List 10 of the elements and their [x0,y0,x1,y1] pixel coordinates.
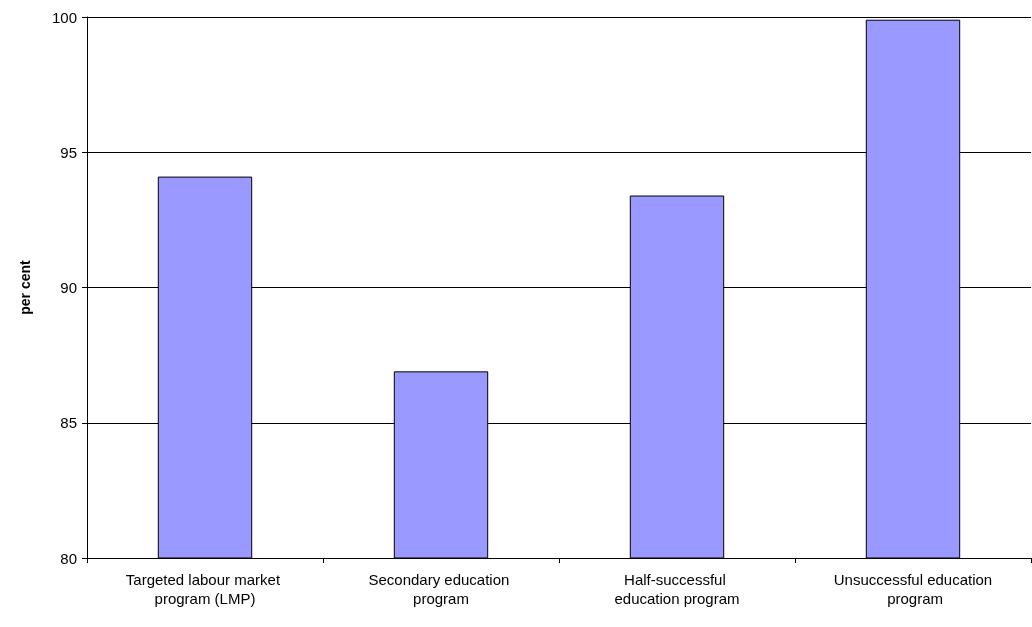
y-axis-title: per cent [17,259,33,315]
x-tick-label: Secondary education program [368,571,514,607]
y-tick-label: 85 [60,414,77,432]
x-tick-label: Targeted labour market program (LMP) [125,571,285,607]
x-tick-label: Half-successful education program [614,571,740,607]
y-tick-label: 95 [60,143,77,161]
x-tick-label: Unsuccessful education program [833,571,993,607]
y-tick-label: 90 [60,279,77,296]
y-tick-label: 100 [51,8,77,26]
y-tick-label: 80 [60,549,77,567]
